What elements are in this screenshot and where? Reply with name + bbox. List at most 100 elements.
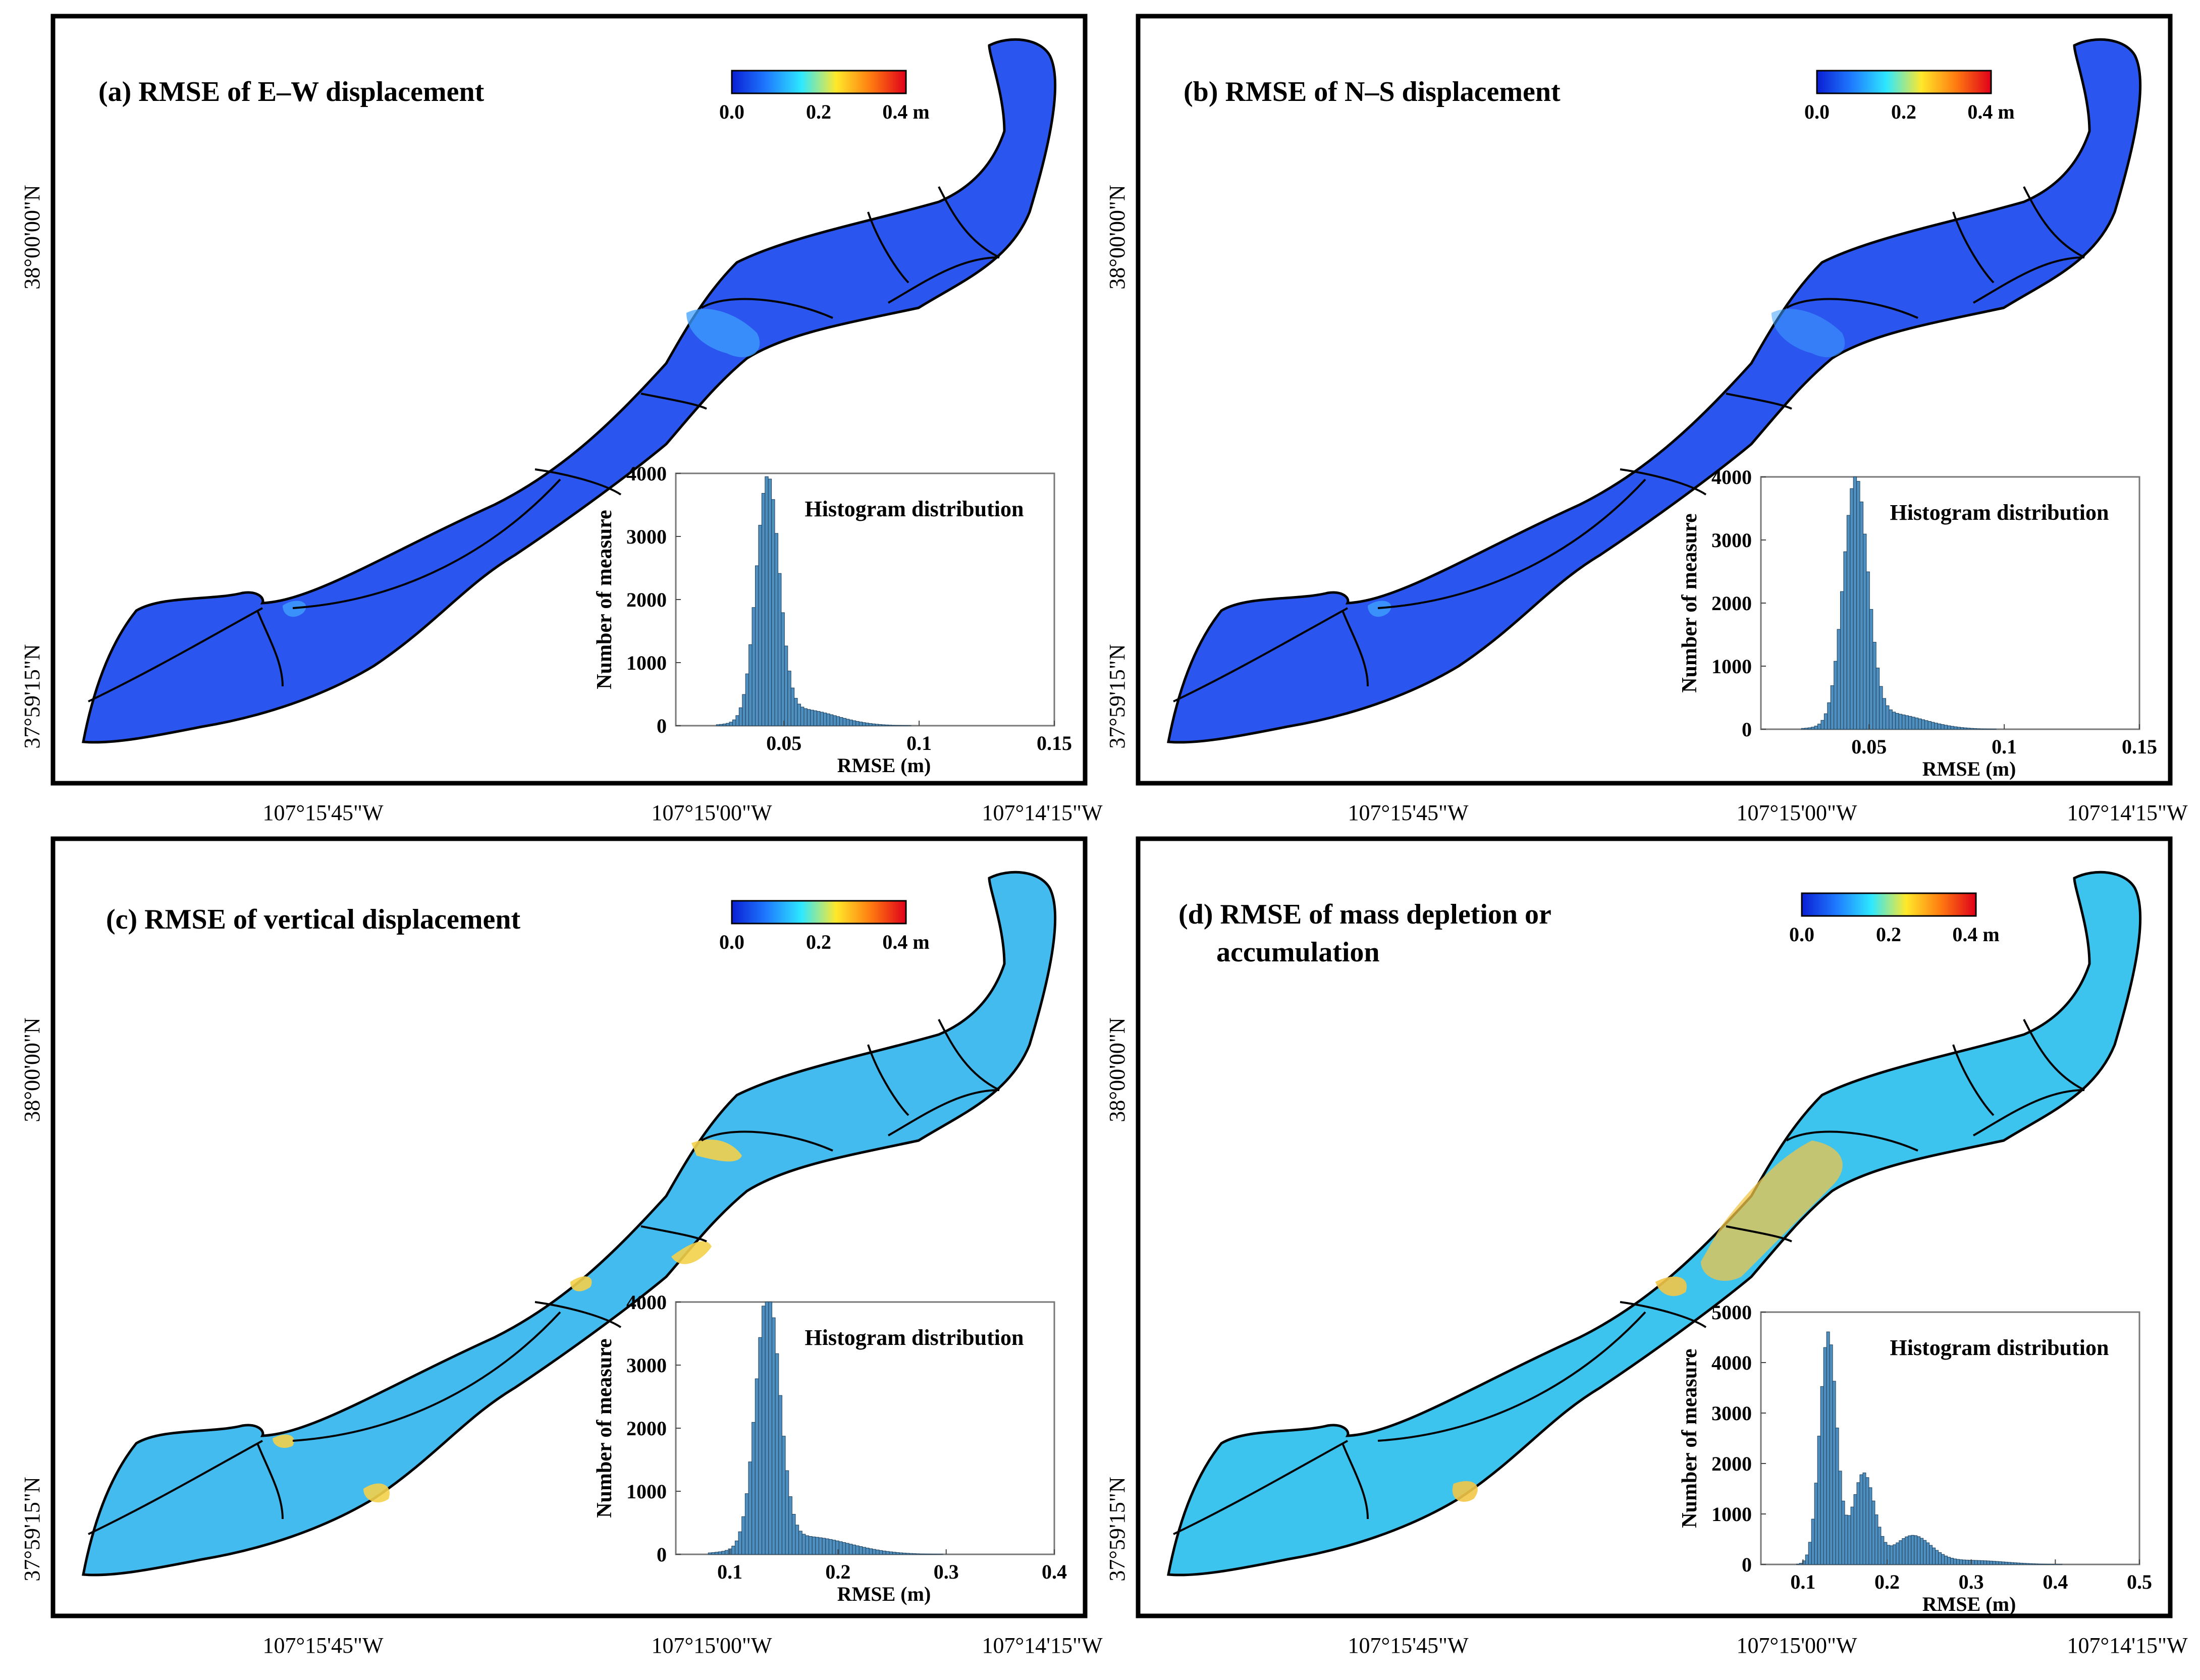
x-tick-label: 0.2 xyxy=(825,1560,850,1583)
histogram-bar xyxy=(909,1553,914,1555)
flowline xyxy=(1726,393,1792,410)
histogram-bar xyxy=(787,671,791,726)
histogram-frame xyxy=(675,472,1055,727)
histogram-bar xyxy=(718,1551,722,1555)
histogram-bar xyxy=(1923,1540,1927,1565)
histogram-inset: 0 1000 2000 3000 4000 0.05 0.1 0.15 Histogram di… xyxy=(1678,466,2157,780)
histogram-bar xyxy=(1865,1477,1869,1565)
histogram-bar xyxy=(1957,727,1961,730)
histogram-bar xyxy=(852,720,856,726)
histogram-bar xyxy=(1947,1557,1951,1565)
histogram-bar xyxy=(879,1550,883,1555)
histogram-bar xyxy=(1914,1535,1918,1565)
histogram-bar xyxy=(888,725,892,726)
histogram-bar xyxy=(715,1552,719,1555)
longitude-label: 107°15'45"W xyxy=(1348,1633,1468,1658)
histogram-bar xyxy=(1863,533,1867,730)
histogram-bar xyxy=(852,1544,856,1555)
y-tick-label: 2000 xyxy=(626,1417,667,1440)
histogram-bar xyxy=(744,1493,749,1555)
histogram-bar xyxy=(875,724,879,726)
histogram-bar xyxy=(1929,1545,1933,1565)
histogram-bar xyxy=(1950,1558,1954,1565)
histogram-bar xyxy=(819,1537,823,1555)
colorbar-tick: 0.2 xyxy=(806,931,831,953)
histogram-bar xyxy=(1866,571,1870,730)
flowline xyxy=(640,393,707,410)
histogram-bar xyxy=(2004,1561,2008,1565)
histogram-bar xyxy=(1874,1514,1879,1565)
histogram-bar xyxy=(1841,1500,1845,1565)
glacier-map xyxy=(1167,871,2142,1577)
histogram-bar xyxy=(1953,1558,1957,1565)
panel-b: (b) RMSE of N–S displacement 0.0 0.2 0.4… xyxy=(1105,14,2188,825)
histogram-bar xyxy=(836,716,840,726)
flowline xyxy=(534,468,622,496)
histogram-bar xyxy=(768,1302,773,1555)
flowline xyxy=(534,1301,622,1328)
histogram-bar xyxy=(839,717,843,726)
histogram-bar xyxy=(775,1353,779,1555)
histogram-bar xyxy=(1927,721,1931,730)
hotspot-zone xyxy=(1452,1481,1478,1502)
y-tick-label: 0 xyxy=(657,715,667,737)
histogram-bar xyxy=(731,1546,735,1555)
histogram-bar xyxy=(822,1538,826,1555)
histogram-bar xyxy=(1950,726,1954,730)
colorbar-tick: 0.4 m xyxy=(1967,100,2014,123)
histogram-bar xyxy=(752,607,756,726)
histogram-bar xyxy=(1899,1540,1903,1565)
flowline xyxy=(701,298,833,319)
histogram-bar xyxy=(738,1531,742,1555)
latitude-label: 37°59'15"N xyxy=(20,644,44,748)
histogram-bar xyxy=(833,715,837,726)
histogram-bar xyxy=(832,1540,836,1555)
colorbar: 0.0 0.2 0.4 m xyxy=(719,70,930,123)
histogram-bar xyxy=(711,1552,716,1555)
flowline xyxy=(2023,1019,2085,1091)
histogram-bar xyxy=(1954,726,1958,730)
histogram-bar xyxy=(826,713,830,726)
histogram-bar xyxy=(755,565,759,726)
colorbar-tick: 0.4 m xyxy=(882,931,929,953)
colorbar-tick: 0.2 xyxy=(1876,923,1901,946)
histogram-bar xyxy=(1924,720,1928,730)
flowline xyxy=(640,1225,707,1242)
histogram-bar xyxy=(862,1547,867,1555)
panel-a: (a) RMSE of E–W displacement 0.0 0.2 0.4… xyxy=(20,14,1103,825)
histogram-bar xyxy=(1898,714,1903,730)
histogram-bar xyxy=(1986,1560,1990,1565)
histogram-bar xyxy=(721,1551,726,1555)
histogram-bar xyxy=(734,1540,739,1555)
histogram-bar xyxy=(1808,1542,1812,1565)
flowline xyxy=(2023,186,2085,258)
flowline xyxy=(888,256,1000,304)
histogram-bar xyxy=(722,723,727,726)
histogram-bar xyxy=(1995,1561,1999,1565)
histogram-bar xyxy=(798,1531,802,1555)
histogram-ylabel: Number of measure xyxy=(593,1338,616,1518)
histogram-bar xyxy=(1921,719,1925,730)
histogram-bar xyxy=(1811,727,1815,730)
histogram-bar xyxy=(1998,1561,2002,1565)
y-tick-label: 2000 xyxy=(1711,592,1752,615)
x-tick-label: 0.1 xyxy=(906,732,932,754)
histogram-bar xyxy=(838,1541,843,1555)
histogram-bar xyxy=(1917,1536,1921,1565)
histogram-bar xyxy=(1829,1344,1833,1565)
histogram-bar xyxy=(842,1542,846,1555)
histogram-bar xyxy=(1830,685,1835,730)
x-tick-label: 0.4 xyxy=(2043,1570,2068,1593)
histogram-bar xyxy=(2022,1563,2026,1565)
x-tick-label: 0.1 xyxy=(717,1560,742,1583)
histogram-bar xyxy=(761,493,766,726)
histogram-bar xyxy=(726,723,730,726)
histogram-bar xyxy=(812,1536,816,1555)
longitude-label: 107°14'15"W xyxy=(982,1633,1102,1658)
y-tick-label: 1000 xyxy=(1711,655,1752,678)
histogram-bar xyxy=(1896,1542,1900,1565)
flowline xyxy=(1973,256,2085,304)
histogram-bar xyxy=(803,708,808,726)
histogram-bar xyxy=(1941,724,1945,730)
histogram-bar xyxy=(765,1302,769,1555)
